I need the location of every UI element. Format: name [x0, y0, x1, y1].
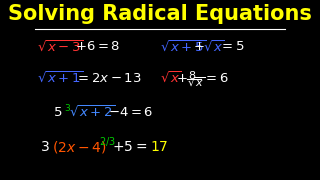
Text: $\sqrt{x}$: $\sqrt{x}$	[187, 76, 205, 89]
Text: $5$: $5$	[53, 106, 62, 119]
Text: $= 5$: $= 5$	[219, 40, 244, 53]
Text: $+$: $+$	[176, 72, 188, 85]
Text: $= 2x - 13$: $= 2x - 13$	[75, 72, 142, 85]
Text: $\sqrt{x+1}$: $\sqrt{x+1}$	[37, 71, 84, 86]
Text: $= 6$: $= 6$	[203, 72, 229, 85]
Text: $8$: $8$	[188, 69, 196, 81]
Text: $(2x-4)$: $(2x-4)$	[52, 139, 106, 155]
Text: $\sqrt{x}$: $\sqrt{x}$	[160, 71, 181, 86]
Text: $17$: $17$	[149, 140, 168, 154]
Text: $+ 5 =$: $+ 5 =$	[112, 140, 148, 154]
Text: $\sqrt{x-3}$: $\sqrt{x-3}$	[37, 39, 84, 54]
Text: $3$: $3$	[64, 102, 71, 113]
Text: $+$: $+$	[194, 40, 205, 53]
Text: $\sqrt{x}$: $\sqrt{x}$	[203, 39, 225, 54]
Text: Solving Radical Equations: Solving Radical Equations	[8, 4, 312, 24]
Text: $2/3$: $2/3$	[100, 135, 116, 148]
Text: $\sqrt{x+2}$: $\sqrt{x+2}$	[69, 105, 116, 120]
Text: $3$: $3$	[40, 140, 50, 154]
Text: $\sqrt{x+5}$: $\sqrt{x+5}$	[160, 39, 206, 54]
Text: $+ 6 = 8$: $+ 6 = 8$	[75, 40, 120, 53]
Text: $- 4 = 6$: $- 4 = 6$	[108, 106, 153, 119]
